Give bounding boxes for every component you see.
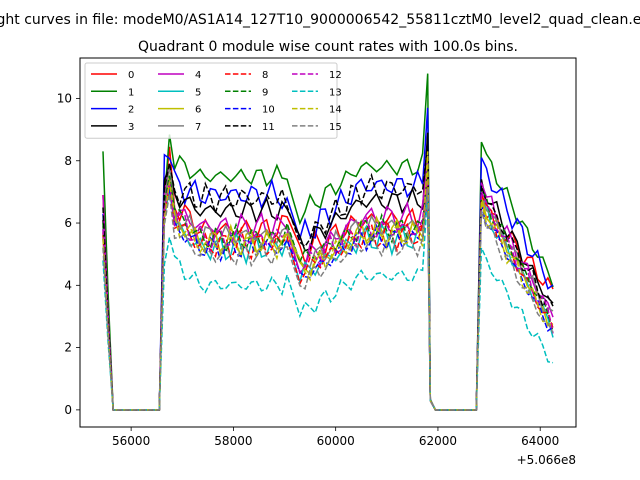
series-group [102, 73, 554, 411]
legend-label-9: 9 [262, 87, 268, 98]
legend-label-15: 15 [329, 122, 342, 133]
series-line-13 [102, 191, 554, 411]
y-tick-label: 8 [64, 154, 72, 168]
axes-frame [79, 57, 577, 428]
legend-label-3: 3 [128, 122, 134, 133]
legend-label-7: 7 [195, 122, 201, 133]
legend-label-11: 11 [262, 122, 275, 133]
legend-label-10: 10 [262, 105, 275, 116]
series-line-15 [102, 188, 554, 411]
y-tick-label: 10 [57, 91, 72, 105]
series-line-1 [102, 73, 554, 411]
series-line-7 [102, 165, 554, 411]
plot-area: 56000 58000 60000 62000 640000246810+5.066e8… [57, 57, 577, 467]
x-tick-label: 56000 [112, 434, 150, 448]
figure-suptitle: Light curves in file: modeM0/AS1A14_127T… [0, 12, 640, 28]
legend-label-13: 13 [329, 87, 342, 98]
x-tick-label: 64000 [521, 434, 559, 448]
series-line-14 [102, 151, 554, 411]
series-line-11 [102, 142, 554, 411]
x-tick-label: 58000 [214, 434, 252, 448]
legend-label-6: 6 [195, 105, 201, 116]
x-tick-label: 62000 [419, 434, 457, 448]
legend-label-14: 14 [329, 105, 342, 116]
legend-label-2: 2 [128, 105, 134, 116]
y-tick-label: 0 [64, 403, 72, 417]
y-tick-label: 4 [64, 278, 72, 292]
legend-label-1: 1 [128, 87, 134, 98]
x-offset-label: +5.066e8 [517, 453, 576, 467]
y-tick-label: 6 [64, 216, 72, 230]
legend-label-0: 0 [128, 70, 134, 81]
legend-label-4: 4 [195, 70, 201, 81]
series-line-6 [102, 175, 554, 411]
x-tick-label: 60000 [317, 434, 355, 448]
chart-title: Quadrant 0 module wise count rates with … [138, 39, 518, 55]
legend-label-5: 5 [195, 87, 201, 98]
legend-box [84, 62, 338, 139]
legend-label-8: 8 [262, 70, 268, 81]
series-line-2 [102, 107, 554, 411]
y-tick-label: 2 [64, 341, 72, 355]
legend-label-12: 12 [329, 70, 342, 81]
